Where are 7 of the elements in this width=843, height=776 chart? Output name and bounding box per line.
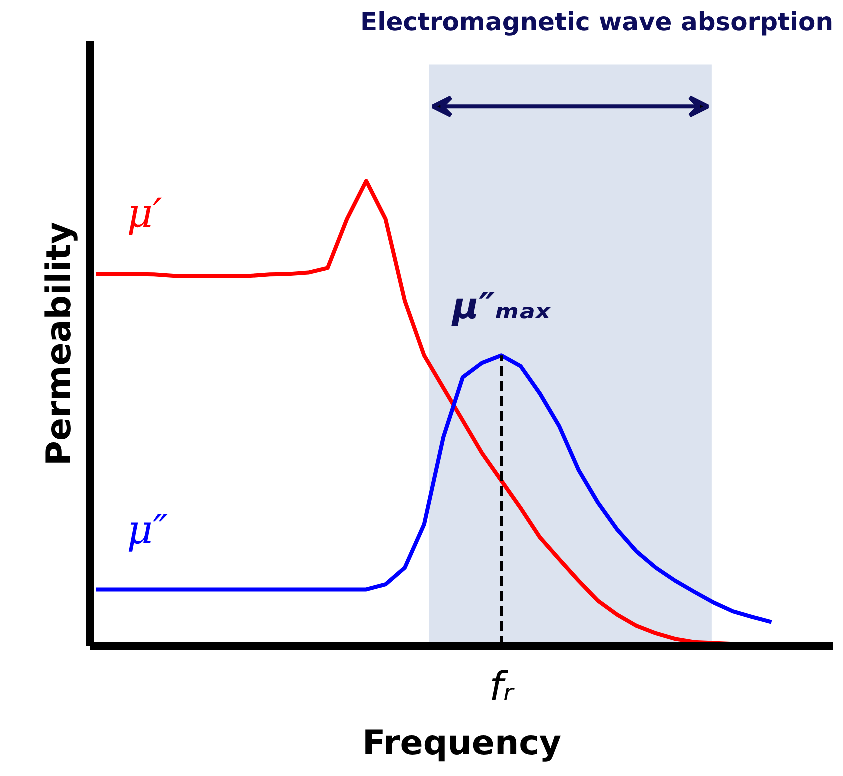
text: fᵣ xyxy=(489,664,516,710)
annotation: μ″ₘₐₓ xyxy=(452,286,552,328)
chart-title: Electromagnetic wave absorption xyxy=(360,8,834,36)
y-axis-title: Permeability xyxy=(40,222,80,466)
series-label: μ′ xyxy=(127,190,162,237)
series-label: μ″ xyxy=(127,507,168,554)
x-axis-title: Frequency xyxy=(362,724,562,764)
